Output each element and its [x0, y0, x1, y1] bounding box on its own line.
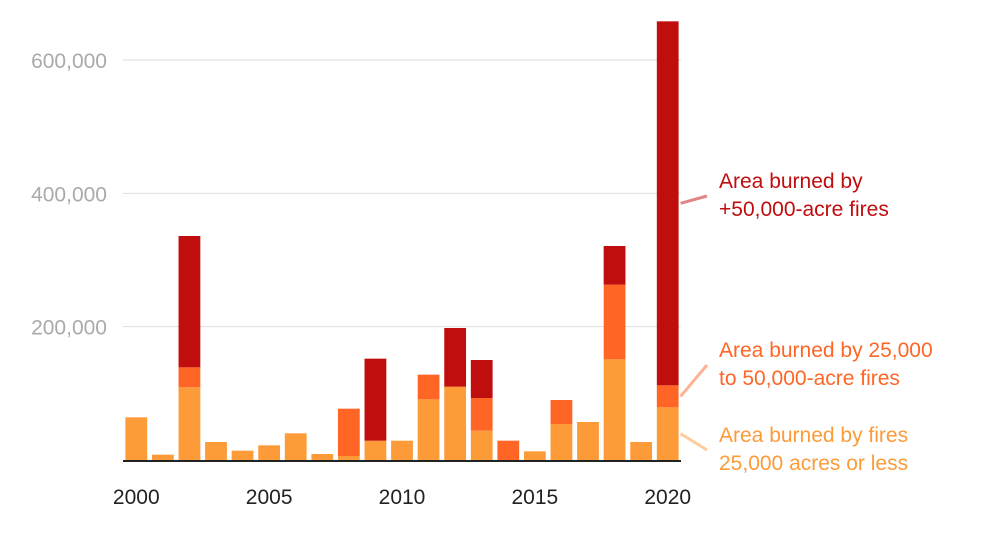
legend-label-line: Area burned by — [719, 170, 863, 193]
bar-2020-series-1 — [656, 385, 679, 408]
bar-2013-series-0 — [470, 430, 493, 460]
grid-lines — [123, 59, 681, 328]
x-axis-ticks: 2000 2005 2010 2015 2020 — [113, 486, 691, 509]
legend-label-line: Area burned by fires — [719, 424, 908, 447]
x-tick-label: 2020 — [644, 486, 691, 509]
bar-2012-series-0 — [444, 386, 467, 460]
bar-2017-series-0 — [577, 422, 599, 460]
x-tick-label: 2005 — [246, 486, 293, 509]
y-axis-ticks: 200,000 400,000 600,000 — [31, 50, 107, 340]
bar-2004-series-0 — [231, 450, 254, 460]
bar-2011-series-1 — [417, 374, 440, 400]
legend-label-line: +50,000-acre fires — [719, 198, 889, 221]
bar-2018-series-0 — [603, 359, 626, 460]
bar-2000-series-0 — [125, 417, 148, 460]
bar-2002-series-2 — [178, 236, 201, 368]
legend-label-line: to 50,000-acre fires — [719, 367, 900, 390]
bar-2001-series-0 — [151, 454, 174, 460]
bar-2007-series-0 — [311, 454, 334, 460]
x-tick-label: 2000 — [113, 486, 160, 509]
bar-2016-series-1 — [550, 400, 573, 424]
bar-2013-series-2 — [470, 360, 493, 398]
x-tick-label: 2015 — [511, 486, 558, 509]
bar-2014-series-1 — [497, 440, 520, 460]
bar-2016-series-0 — [550, 424, 573, 460]
bar-2010-series-0 — [391, 440, 413, 460]
legend-connector-line — [679, 432, 708, 452]
bar-2002-series-0 — [178, 387, 201, 460]
legend-label: Area burned by +50,000-acre fires — [719, 170, 889, 221]
legend-connector-line — [679, 364, 709, 398]
y-tick-label: 600,000 — [31, 50, 107, 73]
bar-2020-series-2 — [656, 21, 679, 386]
bar-2011-series-0 — [417, 399, 440, 460]
x-tick-label: 2010 — [379, 486, 426, 509]
y-tick-label: 400,000 — [31, 183, 107, 206]
bar-2015-series-0 — [523, 451, 546, 460]
legend-label: Area burned by fires 25,000 acres or less — [719, 424, 908, 475]
bar-2002-series-1 — [178, 367, 201, 388]
bar-2009-series-2 — [364, 358, 387, 441]
bar-2008-series-0 — [337, 456, 360, 460]
legend-label-line: Area burned by 25,000 — [719, 339, 933, 362]
bar-2003-series-0 — [205, 442, 227, 460]
bar-2005-series-0 — [258, 445, 281, 460]
bar-2018-series-1 — [603, 284, 626, 360]
legend-label: Area burned by 25,000 to 50,000-acre fire… — [719, 339, 933, 390]
bar-2012-series-2 — [444, 328, 467, 387]
bar-2020-series-0 — [656, 407, 679, 460]
y-tick-label: 200,000 — [31, 317, 107, 340]
legend-connector-line — [680, 194, 708, 205]
bar-2018-series-2 — [603, 246, 626, 285]
bars — [125, 21, 679, 460]
bar-2019-series-0 — [630, 442, 653, 460]
bar-2008-series-1 — [337, 408, 360, 456]
bar-2013-series-1 — [470, 398, 493, 431]
bar-2009-series-0 — [364, 440, 387, 460]
bar-2006-series-0 — [284, 433, 307, 460]
legend-label-line: 25,000 acres or less — [719, 452, 908, 475]
